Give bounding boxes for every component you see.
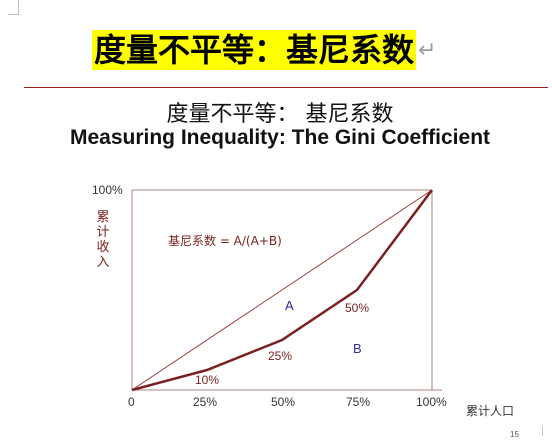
y-top-label: 100% (92, 183, 123, 197)
paragraph-mark-icon: ↵ (418, 37, 437, 63)
lorenz-curve (131, 189, 433, 392)
x-tick-100: 100% (416, 395, 447, 409)
area-a-label: A (285, 298, 294, 313)
document-margin-mark (542, 426, 549, 436)
document-corner-mark (8, 0, 19, 15)
heading-text: 度量不平等：基尼系数 (92, 30, 417, 70)
slide-top-rule (24, 87, 548, 88)
curve-point-label-50: 25% (268, 349, 292, 363)
x-tick-50: 50% (271, 395, 295, 409)
x-tick-75: 75% (346, 395, 370, 409)
x-tick-25: 25% (193, 395, 217, 409)
document-heading: 度量不平等：基尼系数 ↵ (92, 28, 436, 72)
slide-title-chinese: 度量不平等： 基尼系数 (166, 102, 394, 127)
origin-label: 0 (128, 395, 135, 409)
equality-line (131, 189, 433, 391)
curve-point-label-75: 50% (345, 301, 369, 315)
curve-point-label-25: 10% (195, 373, 219, 387)
x-axis-label: 累计人口 (466, 404, 515, 418)
point-labels: 10% 25% 50% (195, 301, 369, 387)
gini-formula: 基尼系数 = A/(A+B) (168, 233, 282, 248)
y-axis-label: 累计收入 (96, 210, 110, 270)
slide-title-english: Measuring Inequality: The Gini Coefficie… (69, 126, 491, 149)
page-number: 15 (510, 430, 519, 439)
area-b-label: B (353, 341, 362, 356)
